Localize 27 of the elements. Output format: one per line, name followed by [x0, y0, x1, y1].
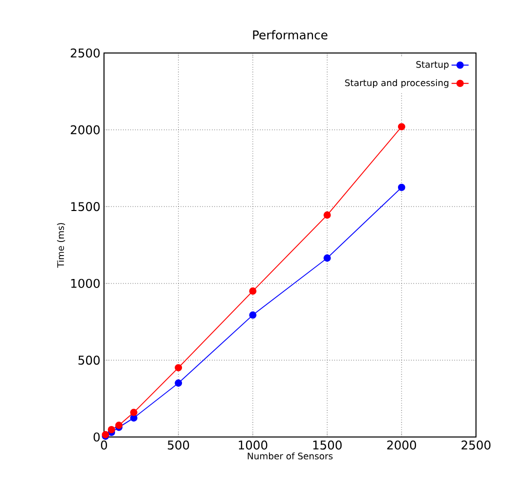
y-tick-label: 2500	[70, 48, 100, 58]
point	[398, 184, 406, 192]
x-tick-label: 2000	[387, 440, 416, 450]
point	[249, 311, 256, 319]
y-tick-label: 0	[94, 432, 100, 442]
point	[174, 379, 182, 387]
chart-title: Performance	[253, 30, 328, 40]
y-tick-label: 1500	[71, 202, 100, 212]
x-axis-title: Number of Sensors	[248, 452, 333, 460]
point	[130, 408, 138, 416]
point	[398, 123, 406, 130]
x-tick-label: 500	[168, 440, 190, 450]
x-tick-label: 2500	[462, 440, 490, 450]
point	[174, 364, 182, 372]
x-tick-label: 1000	[238, 440, 268, 450]
x-tick-label: 1500	[313, 440, 342, 450]
point	[324, 211, 331, 219]
y-axis-title: Time (ms)	[57, 223, 66, 268]
point	[324, 254, 331, 262]
point	[108, 426, 116, 434]
y-tick-label: 2000	[70, 125, 100, 134]
legend-label: Startup and processing	[345, 79, 448, 88]
point	[249, 287, 256, 295]
y-tick-label: 500	[78, 356, 100, 365]
y-tick-label: 1000	[71, 278, 100, 288]
x-tick-label: 0	[100, 440, 108, 450]
legend-label: Startup	[416, 61, 449, 70]
